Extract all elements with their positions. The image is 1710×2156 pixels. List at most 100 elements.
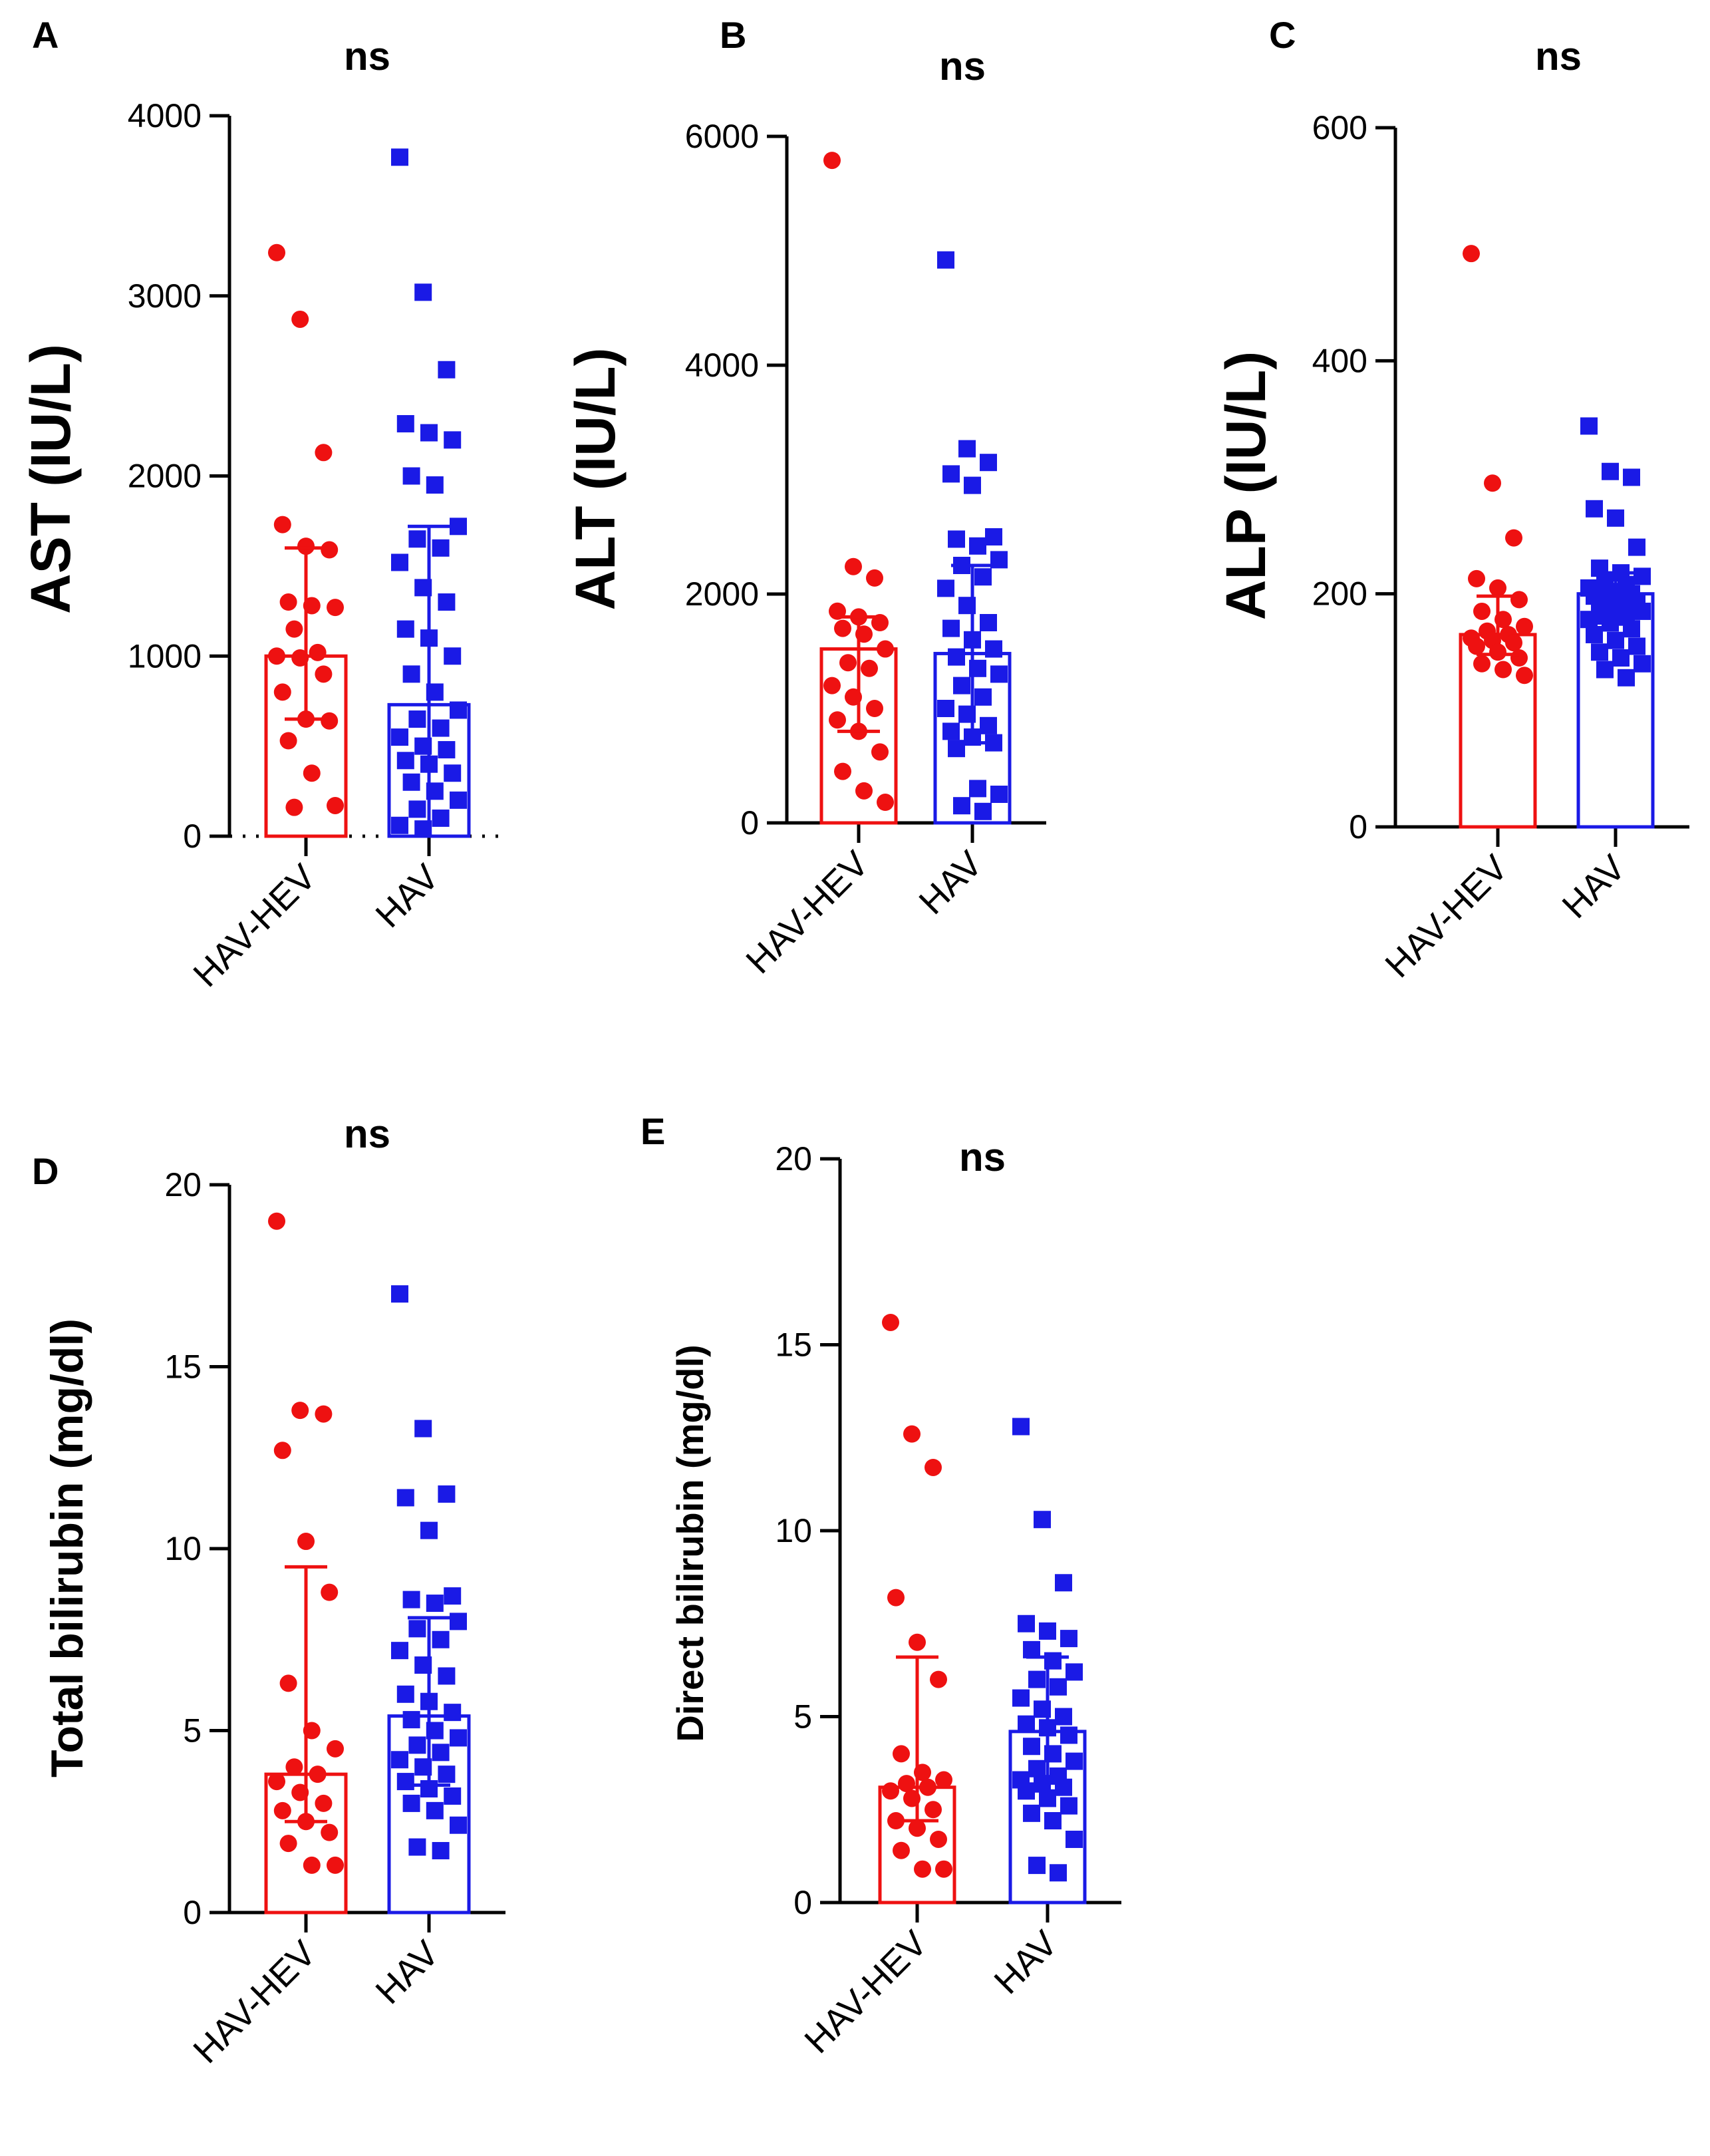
- data-point: [1484, 474, 1501, 492]
- y-tick-label: 0: [183, 818, 202, 855]
- data-point: [1039, 1622, 1056, 1640]
- panel-c-y-axis-title: ALP (IU/L): [1214, 351, 1277, 620]
- data-point: [893, 1745, 910, 1763]
- data-point: [408, 800, 426, 818]
- data-point: [985, 528, 1002, 545]
- data-point: [948, 530, 965, 548]
- data-point: [909, 1633, 926, 1651]
- data-point: [1489, 579, 1506, 597]
- data-point: [990, 665, 1008, 683]
- panel-d-y-axis-title: Total bilirubin (mg/dl): [42, 1318, 92, 1777]
- panel-c: C ns ALP (IU/L) 0 200 400 600 HAV-HEV HAV: [1214, 14, 1689, 985]
- category-label: HAV: [1554, 847, 1633, 926]
- data-point: [935, 1860, 952, 1878]
- y-tick-label: 200: [1312, 575, 1367, 613]
- data-point: [823, 152, 841, 170]
- data-point: [877, 794, 894, 812]
- data-point: [438, 593, 456, 611]
- category-label: HAV-HEV: [1377, 847, 1515, 985]
- data-point: [396, 1773, 414, 1791]
- y-tick-label: 2000: [128, 458, 202, 495]
- data-point: [1505, 634, 1522, 652]
- data-point: [903, 1425, 921, 1443]
- y-tick-label: 400: [1312, 342, 1367, 379]
- category-label: HAV: [368, 857, 446, 935]
- data-point: [1516, 617, 1533, 635]
- y-tick-label: 4000: [128, 97, 202, 134]
- data-point: [279, 593, 297, 611]
- data-point: [414, 283, 432, 301]
- data-point: [1028, 1760, 1046, 1777]
- data-point: [414, 1420, 432, 1438]
- data-point: [1612, 649, 1630, 667]
- panel-a: A ns AST (IU/L) 0 1000 2000 3000 4000 HAV-HEV…: [19, 14, 505, 995]
- data-point: [1066, 1830, 1083, 1848]
- data-point: [1580, 611, 1598, 629]
- data-point: [444, 431, 462, 449]
- data-point: [327, 796, 344, 814]
- data-point: [1580, 417, 1598, 435]
- data-point: [834, 619, 851, 637]
- data-point: [974, 688, 992, 706]
- data-point: [273, 516, 291, 534]
- y-tick-label: 10: [164, 1530, 202, 1567]
- data-point: [882, 1313, 899, 1331]
- data-point: [985, 640, 1002, 658]
- data-point: [1628, 538, 1645, 556]
- data-point: [297, 538, 315, 555]
- data-point: [1044, 1812, 1062, 1830]
- data-point: [1618, 669, 1635, 687]
- y-tick-label: 0: [1349, 808, 1367, 846]
- data-point: [438, 361, 456, 379]
- data-point: [426, 1801, 444, 1819]
- category-label: HAV: [368, 1933, 446, 2012]
- data-point: [408, 530, 426, 548]
- data-point: [1060, 1630, 1077, 1648]
- data-point: [438, 1667, 456, 1685]
- y-tick-label: 2000: [685, 575, 759, 613]
- data-point: [408, 710, 426, 728]
- data-point: [1028, 1670, 1046, 1688]
- y-tick-label: 15: [164, 1348, 202, 1386]
- data-point: [291, 310, 309, 328]
- data-point: [845, 557, 862, 575]
- data-point: [1628, 637, 1645, 655]
- data-point: [432, 809, 450, 827]
- data-point: [909, 1819, 926, 1837]
- data-point: [297, 1533, 315, 1551]
- data-point: [937, 700, 954, 717]
- data-point: [268, 243, 285, 261]
- panel-d-plot-area: 0 5 10 15 20 HAV-HEV HAV: [164, 1166, 505, 2071]
- data-point: [839, 654, 857, 672]
- data-point: [1473, 602, 1491, 620]
- y-tick-label: 1000: [128, 637, 202, 675]
- data-point: [958, 440, 976, 458]
- data-point: [1055, 1574, 1072, 1592]
- category-label: HAV-HEV: [797, 1923, 934, 2061]
- data-point: [279, 1835, 297, 1853]
- data-point: [1468, 637, 1485, 655]
- data-point: [1463, 245, 1480, 263]
- data-point: [882, 1782, 899, 1800]
- data-point: [402, 1794, 420, 1812]
- data-point: [930, 1670, 947, 1688]
- data-point: [919, 1778, 936, 1796]
- data-point: [444, 764, 462, 782]
- data-point: [396, 620, 414, 638]
- y-tick-label: 20: [775, 1140, 812, 1177]
- data-point: [930, 1830, 947, 1848]
- data-point: [861, 659, 878, 677]
- panel-d: D ns Total bilirubin (mg/dl) 0 5 10 15 20 HAV…: [32, 1112, 505, 2071]
- data-point: [1468, 569, 1485, 587]
- data-point: [980, 454, 997, 472]
- data-point: [1473, 655, 1491, 673]
- data-point: [315, 665, 333, 683]
- y-tick-label: 5: [793, 1698, 812, 1736]
- data-point: [1050, 1864, 1067, 1882]
- data-point: [321, 1583, 339, 1601]
- data-point: [953, 797, 970, 815]
- category-label: HAV: [986, 1923, 1065, 2002]
- data-point: [1634, 567, 1651, 585]
- data-point: [432, 539, 450, 557]
- data-point: [980, 614, 997, 631]
